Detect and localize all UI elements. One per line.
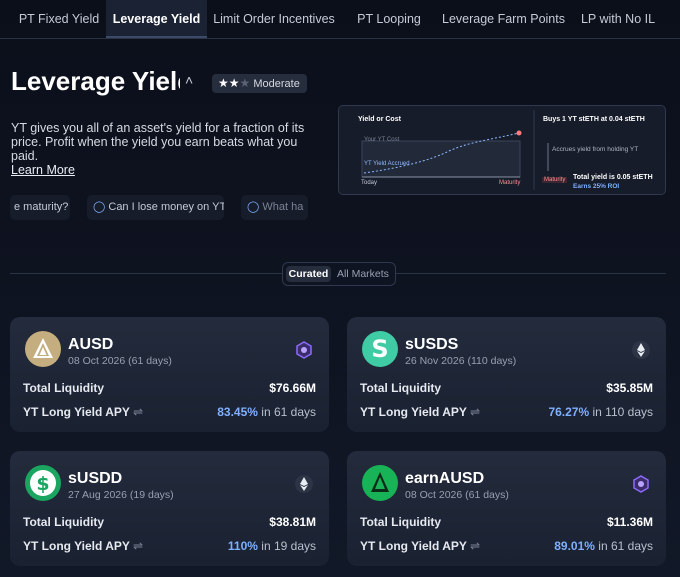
apy-row: YT Long Yield APY ⇌ [23, 405, 144, 419]
apy-label: YT Long Yield APY [23, 539, 130, 553]
description-text: YT gives you all of an asset's yield for… [11, 121, 305, 163]
toggle-option-active[interactable]: Curated [286, 266, 331, 282]
diagram-step: Earns 25% ROI [573, 183, 620, 190]
market-card[interactable]: earnAUSD 08 Oct 2026 (61 days) Total Liq… [347, 451, 666, 566]
tab-bar: PT Fixed Yield Leverage Yield Limit Orde… [0, 0, 680, 39]
apy-period: in 61 days [598, 539, 653, 553]
diagram-step: Buys 1 YT stETH at 0.04 stETH [543, 116, 645, 123]
apy-row: 89.01% in 61 days [554, 539, 653, 553]
apy-period: in 61 days [261, 405, 316, 419]
apy-label: YT Long Yield APY [23, 405, 130, 419]
chain-icon [296, 341, 312, 359]
diagram-label: Your YT Cost [364, 137, 400, 143]
chain-icon [633, 475, 649, 493]
market-card[interactable]: AUSD 08 Oct 2026 (61 days) Total Liquidi… [10, 317, 329, 432]
description: YT gives you all of an asset's yield for… [11, 121, 311, 177]
liquidity-label: Total Liquidity [23, 381, 105, 395]
maturity-date: 26 Nov 2026 (110 days) [405, 355, 517, 367]
liquidity-label: Total Liquidity [360, 381, 442, 395]
faq-pill[interactable]: ◯ What ha [241, 195, 308, 220]
toggle: Curated All Markets [282, 262, 396, 286]
market-name: sUSDS [405, 336, 459, 353]
maturity-date: 27 Aug 2026 (19 days) [68, 489, 174, 501]
diagram-step: Accrues yield from holding YT [552, 146, 639, 153]
tab-active[interactable]: Leverage Yield [106, 0, 207, 38]
market-name: earnAUSD [405, 470, 485, 487]
diagram-label: YT Yield Accrued [364, 161, 410, 167]
tab[interactable]: LP with No IL [580, 12, 656, 26]
market-card[interactable]: S sUSDS 26 Nov 2026 (110 days) Total Liq… [347, 317, 666, 432]
apy-label: YT Long Yield APY [360, 539, 467, 553]
apy-value: 76.27% [548, 405, 590, 419]
chain-icon [632, 341, 650, 359]
diagram-label: Maturity [499, 180, 521, 186]
maturity-date: 08 Oct 2026 (61 days) [68, 355, 172, 367]
diagram-tag: Maturity [542, 177, 568, 183]
collapse-icon[interactable]: ˄ [185, 72, 194, 88]
apy-row: YT Long Yield APY ⇌ [360, 539, 481, 553]
apy-row: 83.45% in 61 days [217, 405, 316, 419]
svg-text:$: $ [36, 473, 49, 495]
page-title: Leverage Yield [11, 66, 180, 96]
stars: ★★ [218, 76, 240, 90]
liquidity-label: Total Liquidity [23, 515, 105, 529]
risk-label: Moderate [253, 78, 300, 90]
tab[interactable]: PT Looping [357, 12, 421, 26]
market-name: AUSD [68, 336, 114, 353]
apy-row: 76.27% in 110 days [548, 405, 653, 419]
diagram-label: Today [361, 180, 378, 186]
svg-text:S: S [371, 335, 388, 363]
token-icon [362, 465, 398, 501]
learn-more-link[interactable]: Learn More [11, 163, 75, 177]
faq-text: e maturity? [14, 201, 69, 213]
tab[interactable]: PT Fixed Yield [18, 12, 100, 26]
apy-value: 83.45% [217, 405, 258, 419]
faq-pill[interactable]: e maturity? [10, 195, 70, 220]
liquidity-value: $38.81M [269, 515, 316, 529]
apy-row: 110% in 19 days [228, 539, 316, 553]
token-icon: $ [25, 465, 61, 501]
diagram-graphic [361, 110, 549, 190]
risk-badge: ★★★ Moderate [212, 74, 307, 93]
apy-label: YT Long Yield APY [360, 405, 467, 419]
diagram: Yield or Cost Your YT Cost YT Yield Accr… [338, 105, 666, 195]
liquidity-value: $11.36M [606, 515, 653, 529]
faq-text: Can I lose money on YT? [108, 201, 224, 213]
liquidity-value: $35.85M [606, 381, 653, 395]
tab[interactable]: Limit Order Incentives [213, 12, 335, 26]
apy-row: YT Long Yield APY ⇌ [23, 539, 144, 553]
faq-pill[interactable]: ◯ Can I lose money on YT? [87, 195, 224, 220]
apy-value: 89.01% [554, 539, 595, 553]
market-name: sUSDD [68, 470, 123, 487]
chain-icon [295, 475, 313, 493]
liquidity-label: Total Liquidity [360, 515, 442, 529]
liquidity-value: $76.66M [269, 381, 316, 395]
apy-period: in 19 days [261, 539, 316, 553]
token-icon: S [362, 331, 398, 367]
diagram-step: Total yield is 0.05 stETH [573, 174, 653, 181]
apy-period: in 110 days [592, 405, 654, 419]
faq-text: What ha [262, 201, 304, 213]
tab[interactable]: Leverage Farm Points [442, 12, 565, 26]
apy-row: YT Long Yield APY ⇌ [360, 405, 481, 419]
market-card[interactable]: $ sUSDD 27 Aug 2026 (19 days) Total Liqu… [10, 451, 329, 566]
apy-value: 110% [227, 539, 258, 553]
diagram-title: Yield or Cost [358, 116, 401, 123]
token-icon [25, 331, 61, 367]
toggle-option[interactable]: All Markets [337, 268, 389, 280]
maturity-date: 08 Oct 2026 (61 days) [405, 489, 509, 501]
